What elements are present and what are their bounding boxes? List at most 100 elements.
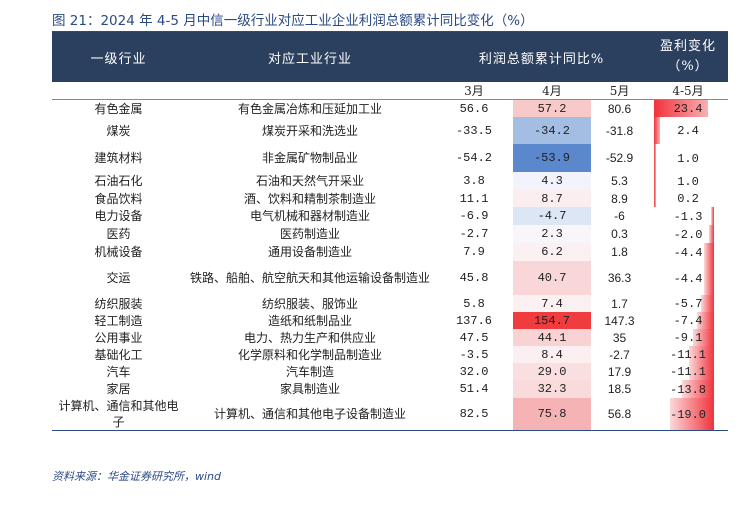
figure-title: 图 21：2024 年 4-5 月中信一级行业对应工业企业利润总额累计同比变化（… [52, 13, 534, 29]
table-row: 汽车 汽车制造 32.0 29.0 17.9 -11.1 [52, 363, 728, 380]
cell-m5: -31.8 [605, 123, 634, 138]
table-row: 电力设备 电气机械和器材制造业 -6.9 -4.7 -6 -1.3 [52, 207, 728, 225]
change-bar [682, 380, 715, 398]
change-value: 1.0 [677, 151, 699, 166]
cell-industry: 石油石化 [94, 174, 143, 188]
cell-m4: 154.7 [513, 312, 591, 329]
cell-m3: 137.6 [455, 313, 492, 328]
cell-change: 23.4 [648, 100, 728, 117]
cell-industry: 机械设备 [94, 245, 143, 259]
change-bar [709, 225, 714, 243]
cell-industry: 汽车 [106, 364, 131, 379]
table-row: 石油石化 石油和天然气开采业 3.8 4.3 5.3 1.0 [52, 172, 728, 190]
cell-m4: -53.9 [513, 144, 591, 172]
cell-industry: 家居 [106, 382, 131, 396]
cell-change: -7.4 [648, 312, 728, 329]
cell-corr-industry: 纺织服装、服饰业 [261, 296, 358, 311]
cell-m5: 8.9 [611, 191, 628, 206]
cell-m4: -4.7 [513, 207, 591, 225]
cell-change: 1.0 [648, 144, 728, 172]
cell-corr-industry: 有色金属冶炼和压延加工业 [237, 101, 382, 116]
cell-change: -9.1 [648, 329, 728, 346]
title-rule [52, 31, 728, 32]
cell-industry: 交运 [106, 271, 131, 285]
change-bar [654, 117, 660, 144]
table-row: 有色金属 有色金属冶炼和压延加工业 56.6 57.2 80.6 23.4 [52, 99, 728, 117]
change-value: -9.1 [673, 331, 703, 345]
cell-corr-industry: 造纸和纸制品业 [267, 313, 352, 328]
table-row: 建筑材料 非金属矿物制品业 -54.2 -53.9 -52.9 1.0 [52, 144, 728, 172]
change-value: -13.8 [670, 382, 707, 397]
change-value: -11.1 [670, 348, 707, 362]
cell-corr-industry: 计算机、通信和其他电子设备制造业 [185, 398, 435, 431]
cell-m5: 5.3 [611, 174, 628, 188]
cell-m5: 0.3 [611, 227, 628, 241]
change-bar [700, 295, 715, 312]
table-row: 计算机、通信和其他电子 计算机、通信和其他电子设备制造业 82.5 75.8 56.8 -… [52, 398, 729, 431]
cell-industry: 计算机、通信和其他电子 [52, 398, 185, 431]
cell-change: -4.4 [648, 243, 728, 261]
change-bar [688, 346, 715, 363]
header-profit-growth: 利润总额累计同比% [435, 32, 649, 82]
change-value: -19.0 [670, 407, 707, 422]
cell-m3: 32.0 [459, 364, 489, 379]
cell-m3: -3.5 [459, 347, 489, 362]
cell-corr-industry: 通用设备制造业 [267, 245, 352, 259]
change-value: -11.1 [670, 365, 707, 379]
cell-corr-industry: 石油和天然气开采业 [255, 174, 364, 188]
cell-m3: 11.1 [459, 191, 489, 206]
change-bar [703, 243, 714, 261]
change-bar [688, 363, 715, 380]
cell-m4: 8.4 [513, 346, 591, 363]
cell-change: -13.8 [648, 380, 728, 398]
cell-corr-industry: 煤炭开采和洗选业 [261, 123, 358, 138]
cell-m3: 56.6 [459, 101, 489, 116]
cell-m3: 47.5 [459, 330, 489, 345]
cell-corr-industry: 铁路、船舶、航空航天和其他运输设备制造业 [189, 271, 430, 285]
change-value: -4.4 [673, 271, 703, 286]
cell-m3: -6.9 [459, 209, 489, 223]
cell-m4: 40.7 [513, 261, 591, 295]
cell-m3: -2.7 [459, 227, 489, 241]
cell-change: 1.0 [648, 172, 728, 190]
cell-industry: 医药 [106, 227, 131, 241]
cell-industry: 轻工制造 [94, 313, 143, 328]
cell-m4: 8.7 [513, 190, 591, 207]
cell-m5: 36.3 [607, 271, 632, 285]
cell-m4: 4.3 [513, 172, 591, 190]
header-profit-change: 盈利变化（%） [648, 32, 729, 82]
cell-m3: 3.8 [463, 174, 485, 188]
subheader-blank-1 [52, 82, 185, 100]
change-bar [654, 190, 656, 207]
header-row: 一级行业 对应工业行业 利润总额累计同比% 盈利变化（%） [52, 32, 729, 82]
source-note: 资料来源：华金证券研究所，wind [52, 470, 222, 483]
cell-change: 2.4 [648, 117, 728, 144]
table-row: 交运 铁路、船舶、航空航天和其他运输设备制造业 45.8 40.7 36.3 -4.4 [52, 261, 728, 295]
cell-change: 0.2 [648, 190, 728, 207]
cell-change: -19.0 [648, 398, 729, 431]
cell-m4: 57.2 [513, 99, 591, 117]
cell-m4: -34.2 [513, 117, 591, 144]
cell-change: -1.3 [648, 207, 728, 225]
cell-m4: 6.2 [513, 243, 591, 261]
cell-corr-industry: 非金属矿物制品业 [261, 151, 358, 165]
cell-industry: 有色金属 [94, 101, 143, 116]
change-bar [711, 207, 714, 225]
cell-m4: 2.3 [513, 225, 591, 243]
change-bar [703, 261, 714, 295]
cell-corr-industry: 家具制造业 [279, 382, 340, 396]
table-row: 医药 医药制造业 -2.7 2.3 0.3 -2.0 [52, 225, 728, 243]
cell-change: -4.4 [648, 261, 728, 295]
change-value: -5.7 [673, 297, 703, 311]
table-row: 纺织服装 纺织服装、服饰业 5.8 7.4 1.7 -5.7 [52, 295, 728, 312]
subheader-row: 3月 4月 5月 4-5月 [52, 82, 729, 100]
cell-m3: -54.2 [455, 151, 492, 165]
cell-corr-industry: 电气机械和器材制造业 [249, 209, 370, 223]
cell-m4: 32.3 [513, 380, 591, 398]
cell-m3: 5.8 [463, 296, 485, 311]
change-value: -1.3 [673, 209, 703, 224]
table-row: 机械设备 通用设备制造业 7.9 6.2 1.8 -4.4 [52, 243, 728, 261]
cell-m3: 7.9 [463, 245, 485, 259]
cell-m5: -2.7 [609, 347, 630, 362]
cell-m3: 51.4 [459, 382, 489, 396]
